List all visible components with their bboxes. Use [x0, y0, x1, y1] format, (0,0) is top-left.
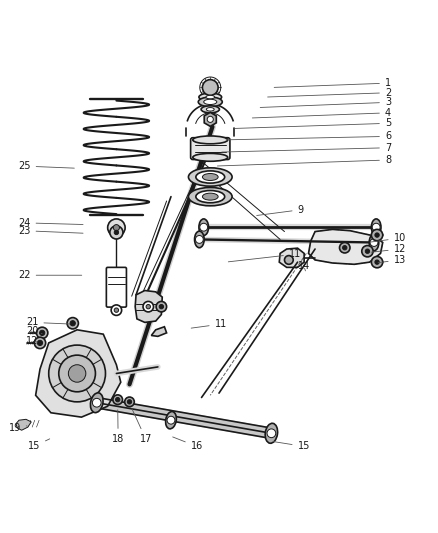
Ellipse shape [166, 411, 177, 429]
Circle shape [285, 256, 293, 264]
Circle shape [343, 246, 347, 250]
Circle shape [36, 327, 48, 338]
Circle shape [371, 229, 383, 241]
Ellipse shape [188, 168, 232, 186]
Ellipse shape [201, 106, 219, 113]
Circle shape [195, 236, 203, 244]
Text: 12: 12 [26, 336, 39, 346]
Circle shape [156, 302, 166, 312]
Ellipse shape [206, 108, 214, 111]
Ellipse shape [369, 234, 379, 251]
Ellipse shape [196, 190, 225, 203]
Text: 15: 15 [273, 441, 310, 451]
Ellipse shape [196, 171, 225, 183]
Circle shape [267, 429, 276, 438]
Text: 21: 21 [26, 317, 70, 327]
Circle shape [108, 219, 125, 236]
Ellipse shape [206, 95, 215, 99]
Circle shape [339, 243, 350, 253]
Ellipse shape [199, 93, 222, 101]
Circle shape [39, 330, 45, 335]
Circle shape [146, 304, 150, 309]
Polygon shape [151, 327, 166, 336]
Polygon shape [279, 248, 304, 268]
Polygon shape [204, 112, 216, 126]
Ellipse shape [199, 219, 208, 236]
Ellipse shape [198, 97, 222, 107]
Text: 17: 17 [132, 409, 152, 444]
FancyBboxPatch shape [106, 268, 127, 307]
Text: 15: 15 [28, 439, 49, 451]
Text: 18: 18 [112, 410, 124, 444]
Circle shape [167, 416, 175, 424]
Text: 22: 22 [18, 270, 82, 280]
Polygon shape [35, 330, 121, 417]
Circle shape [371, 256, 383, 268]
Ellipse shape [371, 219, 381, 236]
Circle shape [116, 398, 120, 402]
Text: 25: 25 [18, 161, 74, 171]
Text: 3: 3 [260, 98, 391, 108]
Circle shape [67, 318, 78, 329]
Polygon shape [135, 290, 162, 322]
Ellipse shape [204, 99, 217, 104]
Ellipse shape [193, 154, 228, 161]
Circle shape [34, 337, 46, 349]
Polygon shape [308, 229, 383, 264]
Text: 9: 9 [257, 205, 304, 215]
Text: 13: 13 [378, 255, 406, 265]
Text: 5: 5 [235, 118, 391, 128]
Ellipse shape [193, 136, 228, 144]
Text: 10: 10 [370, 233, 406, 243]
Circle shape [111, 305, 122, 316]
Circle shape [92, 398, 101, 407]
Ellipse shape [265, 423, 278, 443]
Text: 6: 6 [226, 132, 391, 141]
Circle shape [372, 223, 380, 231]
Circle shape [362, 246, 373, 257]
Circle shape [370, 239, 378, 246]
FancyBboxPatch shape [191, 138, 230, 159]
Ellipse shape [202, 174, 218, 181]
Circle shape [49, 345, 106, 402]
Text: 24: 24 [18, 218, 83, 228]
Text: 12: 12 [371, 244, 406, 254]
Circle shape [375, 260, 379, 264]
Circle shape [125, 397, 134, 407]
Text: 11: 11 [191, 319, 227, 329]
Text: 11: 11 [228, 249, 301, 262]
Circle shape [37, 340, 42, 345]
Text: 19: 19 [9, 423, 27, 433]
Text: 20: 20 [26, 326, 42, 336]
Circle shape [143, 302, 153, 312]
Text: 1: 1 [274, 78, 391, 88]
Text: 16: 16 [173, 437, 203, 451]
Circle shape [70, 321, 75, 326]
Text: 7: 7 [222, 143, 391, 153]
Circle shape [200, 223, 208, 231]
Circle shape [202, 79, 218, 95]
Circle shape [113, 395, 123, 405]
Text: 2: 2 [268, 88, 391, 98]
Circle shape [365, 249, 370, 253]
Circle shape [127, 400, 132, 404]
Text: 14: 14 [297, 261, 310, 271]
Circle shape [375, 233, 379, 237]
Circle shape [114, 308, 119, 312]
Text: 23: 23 [18, 225, 83, 236]
Circle shape [207, 116, 213, 123]
Circle shape [114, 230, 119, 235]
Ellipse shape [90, 393, 103, 413]
Circle shape [59, 355, 95, 392]
Ellipse shape [194, 231, 204, 248]
Circle shape [68, 365, 86, 382]
Text: 8: 8 [217, 155, 391, 166]
Circle shape [113, 224, 120, 231]
Text: 4: 4 [252, 108, 391, 118]
Polygon shape [16, 419, 31, 430]
Circle shape [159, 304, 163, 309]
Circle shape [110, 226, 123, 239]
Ellipse shape [188, 188, 232, 206]
Ellipse shape [202, 193, 218, 200]
